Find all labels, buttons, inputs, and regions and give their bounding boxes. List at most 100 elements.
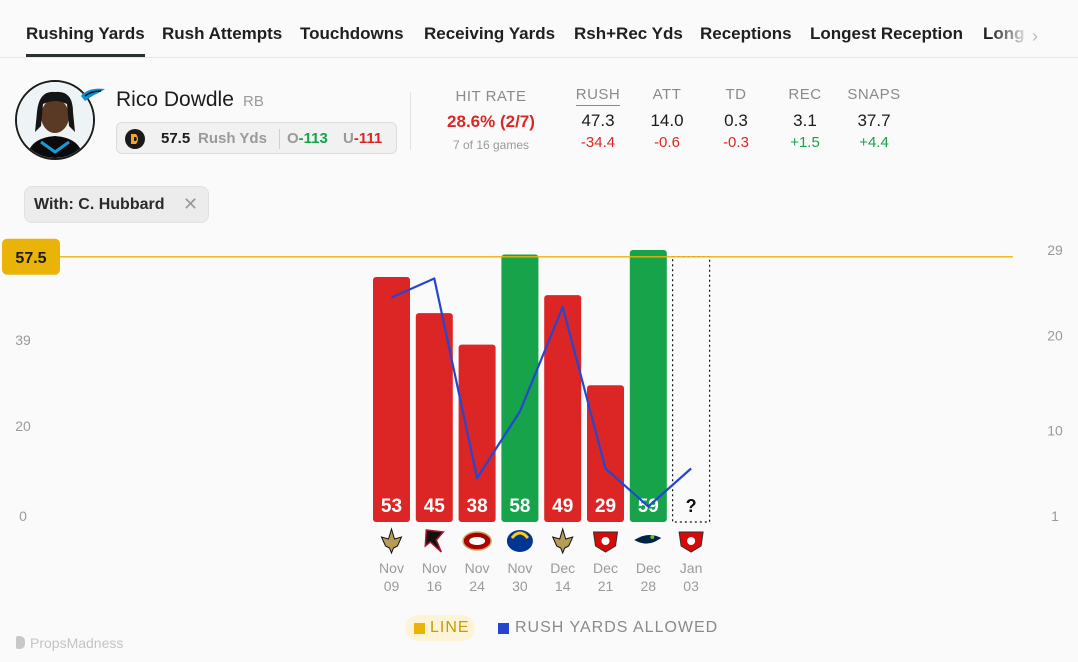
player-position: RB xyxy=(243,93,264,110)
49ers-logo-icon xyxy=(462,531,492,551)
prop-line-value: 57.5 xyxy=(161,130,191,147)
saints-logo-icon xyxy=(551,527,574,555)
divider xyxy=(410,92,411,150)
stat-diff: -0.6 xyxy=(654,134,680,151)
hit-rate-label: HIT RATE xyxy=(455,88,527,105)
prop-stat-label: Rush Yds xyxy=(198,130,267,147)
stat-label: SNAPS xyxy=(847,86,901,103)
stat-label: RUSH xyxy=(575,86,621,106)
x-tick-day: 28 xyxy=(641,578,657,594)
y-right-tick: 10 xyxy=(1047,423,1063,439)
x-tick-month: Nov xyxy=(379,560,404,576)
bar-label: 58 xyxy=(509,496,530,517)
bar xyxy=(373,277,410,522)
stat-label: REC xyxy=(788,86,822,103)
saints-logo-icon xyxy=(380,527,403,555)
x-tick-month: Dec xyxy=(593,560,618,576)
x-tick-month: Jan xyxy=(680,560,703,576)
over-odds-value: -113 xyxy=(298,130,328,147)
legend-allowed-label[interactable]: RUSH YARDS ALLOWED xyxy=(515,619,719,636)
tab-receiving-yards[interactable]: Receiving Yards xyxy=(424,24,556,43)
y-right-tick: 20 xyxy=(1047,328,1063,344)
legend-line-label: LINE xyxy=(430,619,470,636)
tab-longest-reception[interactable]: Longest Reception xyxy=(810,24,964,43)
tab-fade xyxy=(990,20,1030,50)
x-tick-day: 03 xyxy=(683,578,699,594)
bar-label: 49 xyxy=(552,496,573,517)
x-tick-day: 30 xyxy=(512,578,528,594)
stat-diff: +4.4 xyxy=(859,134,889,151)
allowed-line xyxy=(391,277,692,508)
tab-touchdowns[interactable]: Touchdowns xyxy=(300,24,404,43)
brand-icon xyxy=(16,636,25,649)
x-tick-day: 16 xyxy=(427,578,443,594)
tab-rsh-rec-yds[interactable]: Rsh+Rec Yds xyxy=(574,24,683,43)
brand-logo: PropsMadness xyxy=(16,635,123,651)
bar xyxy=(501,254,539,522)
stat-rec: REC 3.1 +1.5 xyxy=(770,86,840,151)
close-icon[interactable]: ✕ xyxy=(183,194,199,214)
x-tick-month: Nov xyxy=(465,560,490,576)
buccaneers-logo-icon xyxy=(592,531,619,553)
stat-att: ATT 14.0 -0.6 xyxy=(632,86,702,151)
stat-value: 3.1 xyxy=(793,111,817,130)
y-left-tick: 0 xyxy=(19,508,27,524)
legend-line-swatch xyxy=(414,623,425,634)
stat-value: 0.3 xyxy=(724,111,748,130)
tab-rush-attempts[interactable]: Rush Attempts xyxy=(162,24,283,43)
x-tick-day: 09 xyxy=(384,578,400,594)
chevron-right-icon[interactable]: › xyxy=(1032,26,1038,46)
x-tick-day: 14 xyxy=(555,578,571,594)
stat-diff: -0.3 xyxy=(723,134,749,151)
stat-value: 14.0 xyxy=(650,111,684,130)
stat-tabs: Rushing Yards Rush Attempts Touchdowns Rece… xyxy=(0,0,1078,58)
bar-label: 29 xyxy=(595,496,616,517)
filter-chip[interactable]: With: C. Hubbard ✕ xyxy=(24,186,209,223)
bar-label: 38 xyxy=(467,496,488,517)
seahawks-logo-icon xyxy=(634,534,662,544)
bar-label: ? xyxy=(686,496,697,516)
falcons-logo-icon xyxy=(424,529,445,553)
y-right-tick: 1 xyxy=(1051,508,1059,524)
bar xyxy=(544,295,582,522)
hit-rate-value: 28.6% (2/7) xyxy=(447,112,535,131)
bar-pending xyxy=(671,256,711,523)
tab-receptions[interactable]: Receptions xyxy=(700,24,792,43)
y-left-tick: 20 xyxy=(15,418,31,434)
legend-allowed-swatch xyxy=(498,623,509,634)
x-tick-month: Dec xyxy=(636,560,661,576)
stat-snaps: SNAPS 37.7 +4.4 xyxy=(839,86,909,151)
over-label: O xyxy=(287,130,299,147)
stat-rush[interactable]: RUSH 47.3 -34.4 xyxy=(563,86,633,151)
rushing-yards-chart: 0203959110202953453858492959?57.5Nov09No… xyxy=(2,238,1063,594)
x-tick-month: Nov xyxy=(507,560,532,576)
stat-value: 37.7 xyxy=(857,111,891,130)
bar-label: 45 xyxy=(424,496,446,517)
stat-label: TD xyxy=(725,86,747,103)
line-badge xyxy=(2,238,60,275)
under-odds-value: -111 xyxy=(353,130,383,147)
player-name: Rico Dowdle xyxy=(116,88,234,111)
y-left-tick: 39 xyxy=(15,332,31,348)
x-tick-month: Nov xyxy=(422,560,447,576)
legend-line[interactable]: LINE xyxy=(405,615,475,641)
x-tick-day: 21 xyxy=(598,578,614,594)
stat-value: 47.3 xyxy=(581,111,615,130)
prop-line-pill[interactable]: 57.5 Rush Yds O-113 U-111 xyxy=(116,122,397,154)
x-tick-day: 24 xyxy=(469,578,485,594)
filter-chip-label: With: C. Hubbard xyxy=(34,196,165,213)
stat-label: ATT xyxy=(652,86,682,103)
tab-rushing-yards[interactable]: Rushing Yards xyxy=(26,24,145,57)
bar xyxy=(629,250,667,522)
over-odds[interactable]: O-113 xyxy=(287,130,328,147)
hit-rate-games: 7 of 16 games xyxy=(452,138,530,152)
y-right-tick: 29 xyxy=(1047,242,1063,258)
stat-diff: -34.4 xyxy=(580,134,616,151)
bar-label: 53 xyxy=(381,496,402,517)
bar xyxy=(415,313,453,522)
stat-diff: +1.5 xyxy=(790,134,820,151)
panthers-logo-icon xyxy=(81,88,105,101)
line-badge-label: 57.5 xyxy=(15,250,46,267)
under-odds[interactable]: U-111 xyxy=(343,130,382,147)
pill-divider xyxy=(279,129,280,149)
